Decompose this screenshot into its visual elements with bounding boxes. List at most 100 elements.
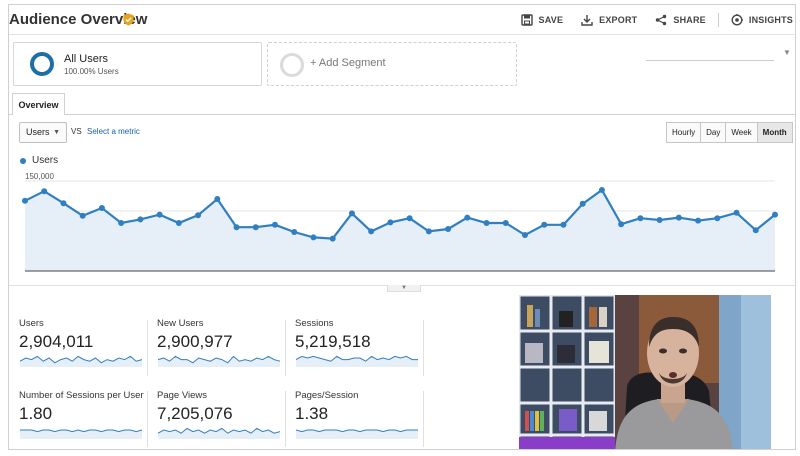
sparkline	[20, 429, 143, 439]
add-segment-ring-icon	[280, 53, 304, 77]
insights-icon	[731, 14, 743, 26]
scorecard[interactable]: New Users 2,900,977	[157, 318, 283, 378]
card-divider	[423, 391, 424, 447]
sparkline-line	[157, 355, 281, 364]
scorecard[interactable]: Pages/Session 1.38	[295, 390, 421, 449]
select-metric-link[interactable]: Select a metric	[87, 127, 140, 136]
data-point	[272, 221, 278, 228]
sparkline-area	[158, 428, 280, 439]
date-range-dropdown-icon[interactable]: ▼	[783, 48, 791, 57]
card-divider	[423, 320, 424, 376]
tab-overview[interactable]: Overview	[12, 93, 65, 115]
data-point	[233, 224, 240, 231]
segment-ring-icon	[30, 52, 54, 76]
data-point	[733, 209, 740, 216]
segment-title: All Users	[64, 53, 109, 65]
data-point	[445, 226, 452, 232]
share-label: SHARE	[673, 15, 706, 25]
scorecard-value: 1.38	[295, 404, 329, 423]
scorecard-label: Page Views	[157, 390, 207, 401]
share-icon	[656, 14, 667, 26]
data-point	[425, 228, 432, 235]
data-point	[60, 200, 67, 207]
users-line-chart: 150,000100,00050,000	[22, 172, 778, 272]
sparkline	[295, 355, 418, 367]
data-point	[406, 215, 413, 222]
y-tick-label: 150,000	[25, 172, 54, 181]
share-button[interactable]: SHARE	[655, 14, 706, 26]
data-point	[618, 221, 625, 228]
data-point	[329, 235, 336, 242]
data-point	[156, 211, 163, 218]
data-point	[41, 188, 48, 195]
data-point	[560, 221, 567, 228]
tab-divider	[9, 114, 795, 115]
page-title: Audience Overview	[9, 11, 148, 28]
scorecard-label: Pages/Session	[295, 390, 359, 401]
scorecard-value: 5,219,518	[295, 332, 371, 351]
data-point	[464, 214, 471, 221]
data-point	[137, 216, 144, 223]
insights-button[interactable]: INSIGHTS	[731, 14, 793, 26]
legend-label: Users	[32, 155, 59, 166]
scorecard[interactable]: Users 2,904,011	[19, 318, 145, 378]
time-granularity-buttons: Hourly Day Week Month	[666, 122, 793, 143]
export-button[interactable]: EXPORT	[581, 14, 637, 26]
vs-label: VS	[71, 127, 82, 136]
data-point	[175, 220, 182, 226]
data-point	[368, 228, 375, 235]
insights-label: INSIGHTS	[748, 15, 793, 25]
verified-badge-icon	[123, 13, 134, 26]
data-point	[656, 217, 663, 223]
webcam-overlay	[519, 295, 771, 449]
add-segment-label: + Add Segment	[310, 57, 386, 69]
data-point	[714, 215, 721, 222]
sparkline-area	[296, 430, 418, 439]
save-label: SAVE	[538, 15, 564, 25]
sparkline-line	[157, 427, 281, 434]
scorecard-label: Number of Sessions per User	[19, 390, 144, 401]
scorecard-value: 2,900,977	[157, 332, 233, 351]
data-point	[695, 217, 702, 224]
analytics-panel: Audience Overview SAVE EXPORT SHARE INSI…	[8, 4, 796, 450]
export-label: EXPORT	[599, 15, 638, 25]
metric-dropdown[interactable]: Users ▼	[19, 122, 67, 143]
segment-subtitle: 100.00% Users	[64, 67, 119, 76]
sparkline-area	[158, 356, 280, 367]
sparkline	[19, 355, 143, 367]
actions-divider	[717, 13, 719, 27]
data-point	[98, 205, 105, 211]
data-point	[348, 210, 355, 217]
data-point	[195, 212, 202, 219]
date-range-selector[interactable]	[646, 60, 774, 61]
sparkline-area	[20, 356, 142, 367]
day-button[interactable]: Day	[700, 122, 727, 143]
legend-marker	[20, 158, 26, 164]
card-divider	[147, 391, 148, 447]
chart-collapse-handle[interactable]: ▼	[387, 285, 421, 292]
sparkline-area	[296, 356, 418, 367]
data-point	[752, 227, 759, 234]
data-point	[387, 219, 394, 226]
report-actions: SAVE EXPORT SHARE INSIGHTS	[503, 13, 793, 27]
sparkline-area	[20, 430, 142, 439]
sparkline-line	[19, 355, 143, 364]
segment-all-users[interactable]: All Users 100.00% Users	[13, 42, 262, 86]
data-point	[675, 214, 682, 221]
add-segment-button[interactable]: + Add Segment	[267, 42, 517, 86]
scorecard[interactable]: Page Views 7,205,076	[157, 390, 283, 449]
data-point	[772, 211, 778, 218]
metric-dropdown-value: Users	[26, 127, 50, 137]
sparkline	[157, 355, 281, 367]
series-line	[24, 188, 776, 240]
scorecard[interactable]: Number of Sessions per User 1.80	[19, 390, 145, 449]
data-point	[579, 200, 586, 207]
series-area	[25, 190, 775, 271]
week-button[interactable]: Week	[725, 122, 758, 143]
hourly-button[interactable]: Hourly	[666, 122, 702, 143]
scorecard[interactable]: Sessions 5,219,518	[295, 318, 421, 378]
month-button[interactable]: Month	[756, 122, 793, 143]
save-button[interactable]: SAVE	[520, 14, 564, 26]
sparkline	[295, 429, 418, 439]
sparkline	[157, 427, 281, 439]
